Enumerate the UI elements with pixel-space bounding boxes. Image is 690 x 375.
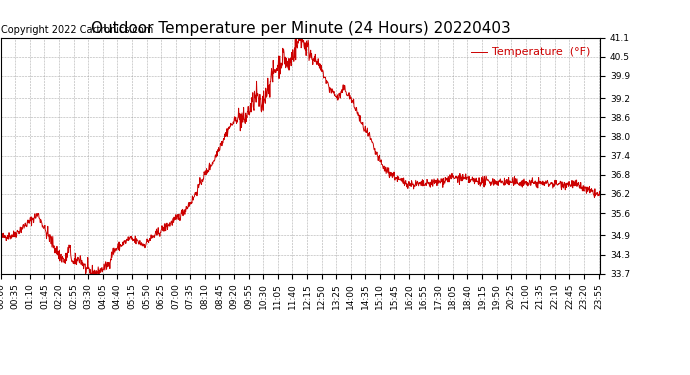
- Temperature  (°F): [395, 175, 403, 180]
- Temperature  (°F): [197, 182, 206, 187]
- Temperature  (°F): [86, 272, 95, 276]
- Legend: Temperature  (°F): Temperature (°F): [466, 43, 595, 62]
- Temperature  (°F): [116, 244, 124, 249]
- Title: Outdoor Temperature per Minute (24 Hours) 20220403: Outdoor Temperature per Minute (24 Hours…: [90, 21, 511, 36]
- Temperature  (°F): [298, 33, 306, 38]
- Text: Copyright 2022 Cartronics.com: Copyright 2022 Cartronics.com: [1, 25, 154, 35]
- Temperature  (°F): [473, 178, 481, 183]
- Temperature  (°F): [526, 178, 534, 183]
- Temperature  (°F): [0, 234, 5, 238]
- Line: Temperature  (°F): Temperature (°F): [1, 36, 600, 274]
- Temperature  (°F): [130, 237, 139, 242]
- Temperature  (°F): [596, 192, 604, 196]
